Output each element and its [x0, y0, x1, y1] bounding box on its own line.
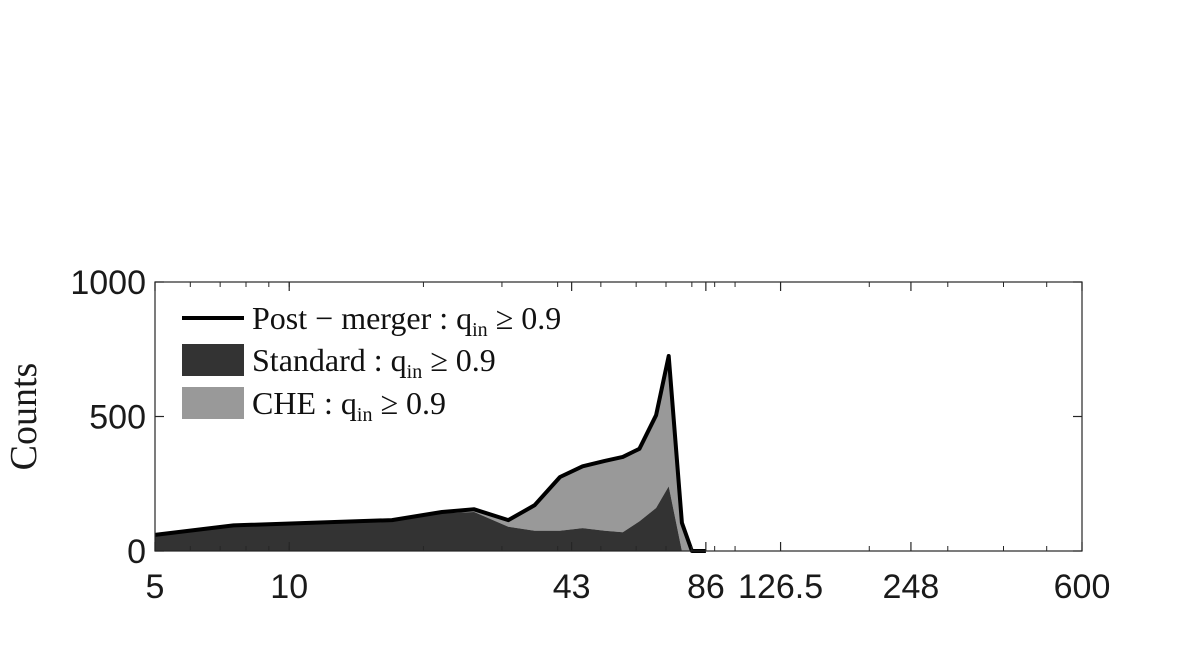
y-tick-label: 0	[127, 533, 146, 571]
x-tick-label: 126.5	[738, 568, 823, 606]
area-che	[155, 356, 692, 551]
legend-entry: Post − merger : qin ≥ 0.9	[182, 300, 561, 341]
line-post-merger	[154, 354, 706, 553]
axis-ticks	[154, 281, 1083, 552]
x-tick-label: 5	[146, 568, 165, 606]
x-tick-label: 10	[270, 568, 308, 606]
y-tick-labels: 0 500 1000	[70, 264, 146, 571]
x-tick-labels: 5 10 43 86 126.5 248 600	[146, 568, 1111, 606]
legend-label: Standard : qin ≥ 0.9	[252, 342, 496, 383]
legend-swatch-fill	[182, 387, 244, 419]
y-axis-title: Counts	[3, 363, 45, 471]
area-standard	[155, 486, 692, 551]
area-fills	[155, 356, 692, 551]
y-tick-label: 1000	[70, 264, 146, 302]
legend-swatch-fill	[182, 344, 244, 376]
x-tick-label: 248	[883, 568, 940, 606]
legend-label: CHE : qin ≥ 0.9	[252, 385, 446, 426]
y-tick-label: 500	[89, 399, 146, 437]
legend-entry: CHE : qin ≥ 0.9	[182, 385, 446, 426]
x-tick-label: 600	[1054, 568, 1111, 606]
legend-entry: Standard : qin ≥ 0.9	[182, 342, 496, 383]
x-tick-label: 86	[687, 568, 725, 606]
legend-label: Post − merger : qin ≥ 0.9	[252, 300, 561, 341]
series-lines	[154, 354, 706, 553]
x-tick-label: 43	[553, 568, 591, 606]
